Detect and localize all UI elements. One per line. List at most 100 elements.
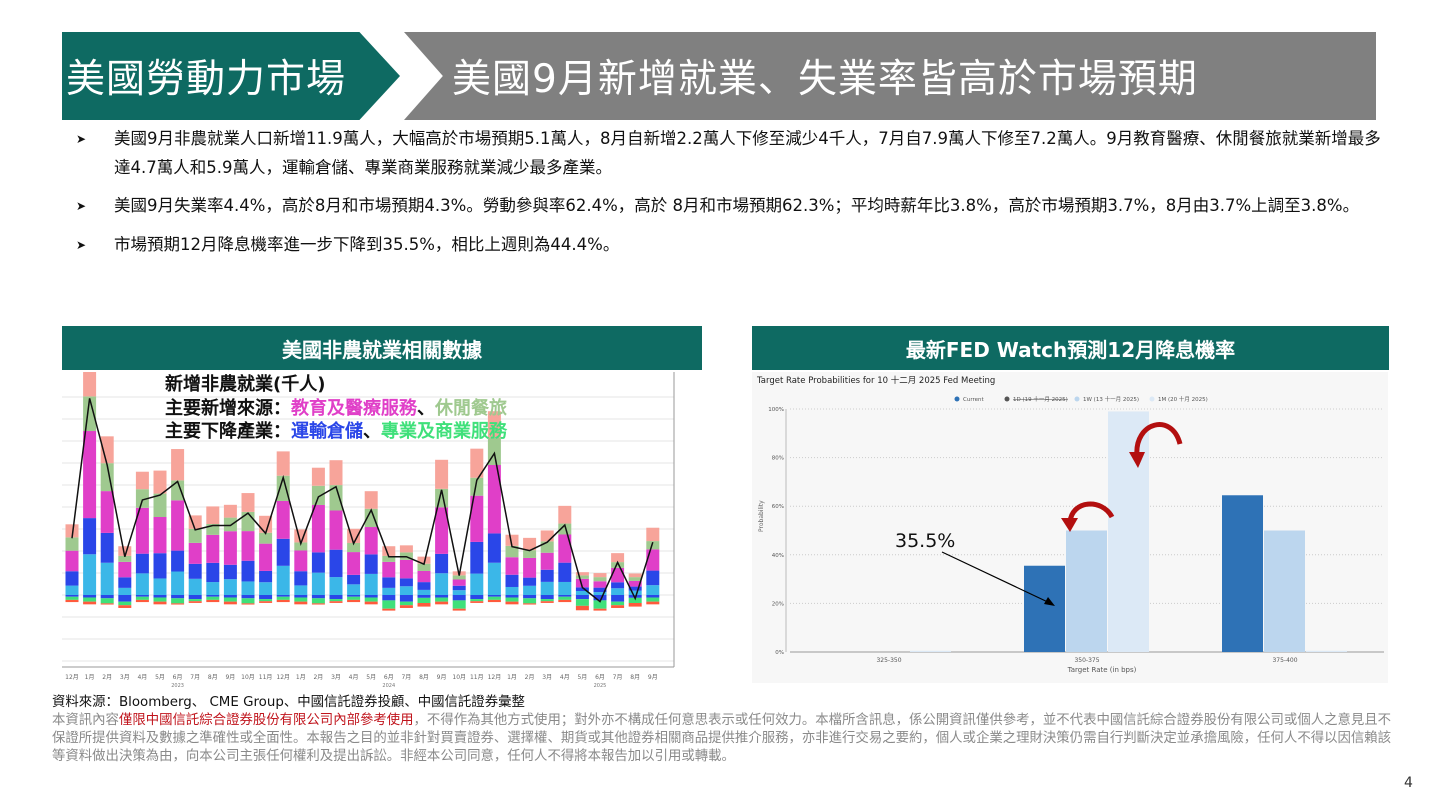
bar-segment-edu_health	[223, 531, 237, 565]
bar-segment-misc	[470, 573, 484, 595]
bar-segment-transport	[435, 595, 449, 598]
bar-segment-edu_health	[65, 550, 79, 572]
y-tick-label: 80%	[772, 456, 784, 462]
bar-segment-transport	[206, 562, 220, 583]
bar-segment-transport	[241, 595, 255, 599]
bar-segment-other_neg	[540, 601, 554, 603]
bar-segment-leisure	[593, 577, 607, 582]
bar-segment-transport	[188, 595, 202, 600]
bar-segment-other_neg	[611, 605, 625, 608]
bar-segment-other_pos	[417, 556, 431, 564]
bar-segment-leisure	[135, 489, 149, 508]
legend-marker[interactable]	[1074, 396, 1080, 402]
x-tick-label: 6月	[595, 674, 605, 681]
legend-label[interactable]: 1W (13 十一月 2025)	[1083, 395, 1139, 403]
bar-segment-other_pos	[100, 436, 114, 464]
bar-segment-other_neg	[153, 601, 167, 605]
x-tick-label: 3月	[542, 674, 552, 681]
bar-segment-professional	[171, 598, 185, 604]
legend-marker[interactable]	[1004, 396, 1010, 402]
bar-segment-other_neg	[347, 599, 361, 603]
bar-segment-leisure	[188, 528, 202, 543]
bar-segment-misc	[188, 578, 202, 595]
bar-segment-other_pos	[364, 491, 378, 509]
bar-segment-misc	[223, 579, 237, 595]
y-tick-label: 60%	[772, 504, 784, 510]
bar-segment-other_pos	[311, 467, 325, 486]
data-source: 資料來源：Bloomberg、 CME Group、中國信託證券投顧、中國信託證…	[52, 695, 525, 710]
legend-marker[interactable]	[954, 396, 960, 402]
bar-segment-professional	[417, 597, 431, 603]
arrowhead-icon	[1044, 597, 1055, 606]
bar-segment-transport	[188, 563, 202, 579]
x-tick-label: 9月	[648, 674, 658, 681]
bar-segment-transport	[575, 587, 589, 591]
bar-segment-professional	[259, 599, 273, 602]
legend-marker[interactable]	[1149, 396, 1155, 402]
bar-segment-other_pos	[611, 553, 625, 563]
legend-label[interactable]: 1D (19 十一月 2025)	[1013, 395, 1068, 403]
rate-cut-probability-label: 35.5%	[895, 530, 955, 552]
bar-segment-other_pos	[118, 546, 132, 556]
bar-segment-edu_health	[135, 507, 149, 554]
bar-segment-other_pos	[83, 372, 97, 397]
bar-segment-transport	[364, 595, 378, 598]
bar-segment-transport	[153, 595, 167, 598]
bar-segment-leisure	[382, 555, 396, 562]
bar-segment-transport	[311, 552, 325, 573]
bar-segment-professional	[100, 598, 114, 604]
bar-segment-transport	[593, 587, 607, 593]
fedwatch-title: Target Rate Probabilities for 10 十二月 202…	[756, 375, 995, 386]
bar-segment-leisure	[294, 542, 308, 551]
x-tick-label: 4月	[349, 674, 359, 681]
legend-label[interactable]: Current	[963, 397, 985, 403]
bar-segment-misc	[329, 577, 343, 595]
bar-1m	[910, 650, 951, 652]
bar-segment-transport	[276, 538, 290, 566]
bar-1m	[1306, 650, 1347, 652]
x-tick-label: 7月	[401, 674, 411, 681]
bar-segment-other_neg	[470, 601, 484, 603]
footer: 資料來源：Bloomberg、 CME Group、中國信託證券投顧、中國信託證…	[52, 694, 1392, 766]
bar-segment-edu_health	[399, 559, 413, 579]
bar-segment-edu_health	[435, 507, 449, 554]
bar-segment-professional	[593, 600, 607, 609]
y-tick-label: 100%	[768, 407, 784, 413]
bar-1m	[1108, 411, 1149, 652]
x-tick-label: 350-375	[1074, 657, 1099, 664]
bar-segment-professional	[452, 600, 466, 609]
bar-segment-other_neg	[487, 599, 501, 603]
x-tick-label: 8月	[208, 674, 218, 681]
bar-segment-leisure	[171, 480, 185, 501]
x-tick-label: 12月	[65, 674, 79, 681]
bar-segment-professional	[188, 599, 202, 602]
bar-segment-professional	[206, 596, 220, 600]
headline-banner: 美國9月新增就業、失業率皆高於市場預期	[404, 32, 1376, 120]
x-tick-label: 1月	[507, 674, 517, 681]
bar-segment-misc	[399, 586, 413, 595]
x-tick-label: 5月	[155, 674, 165, 681]
bar-segment-other_neg	[241, 603, 255, 605]
bullet-text: 市場預期12月降息機率進一步下降到35.5%，相比上週則為44.4%。	[114, 235, 620, 254]
bar-segment-transport	[118, 595, 132, 602]
bar-segment-professional	[276, 596, 290, 600]
x-tick-label: 1月	[296, 674, 306, 681]
bar-segment-leisure	[417, 563, 431, 571]
bar-segment-leisure	[364, 508, 378, 528]
bar-segment-transport	[417, 595, 431, 598]
section-title-banner: 美國勞動力市場	[62, 32, 400, 120]
bar-segment-transport	[100, 532, 114, 563]
bar-segment-other_neg	[575, 605, 589, 611]
bar-segment-other_pos	[523, 537, 537, 551]
bullet-item: ➤ 美國9月非農就業人口新增11.9萬人，大幅高於市場預期5.1萬人，8月自新增2…	[76, 124, 1396, 182]
bar-segment-professional	[470, 599, 484, 602]
bar-segment-transport	[593, 595, 607, 601]
x-tick-label: 7月	[613, 674, 623, 681]
bar-segment-edu_health	[382, 561, 396, 578]
bar-segment-leisure	[646, 541, 660, 550]
x-tick-label: 5月	[577, 674, 587, 681]
bar-segment-transport	[470, 541, 484, 574]
bar-segment-transport	[452, 585, 466, 591]
legend-label[interactable]: 1M (20 十月 2025)	[1158, 395, 1208, 403]
bar-segment-transport	[487, 595, 501, 597]
